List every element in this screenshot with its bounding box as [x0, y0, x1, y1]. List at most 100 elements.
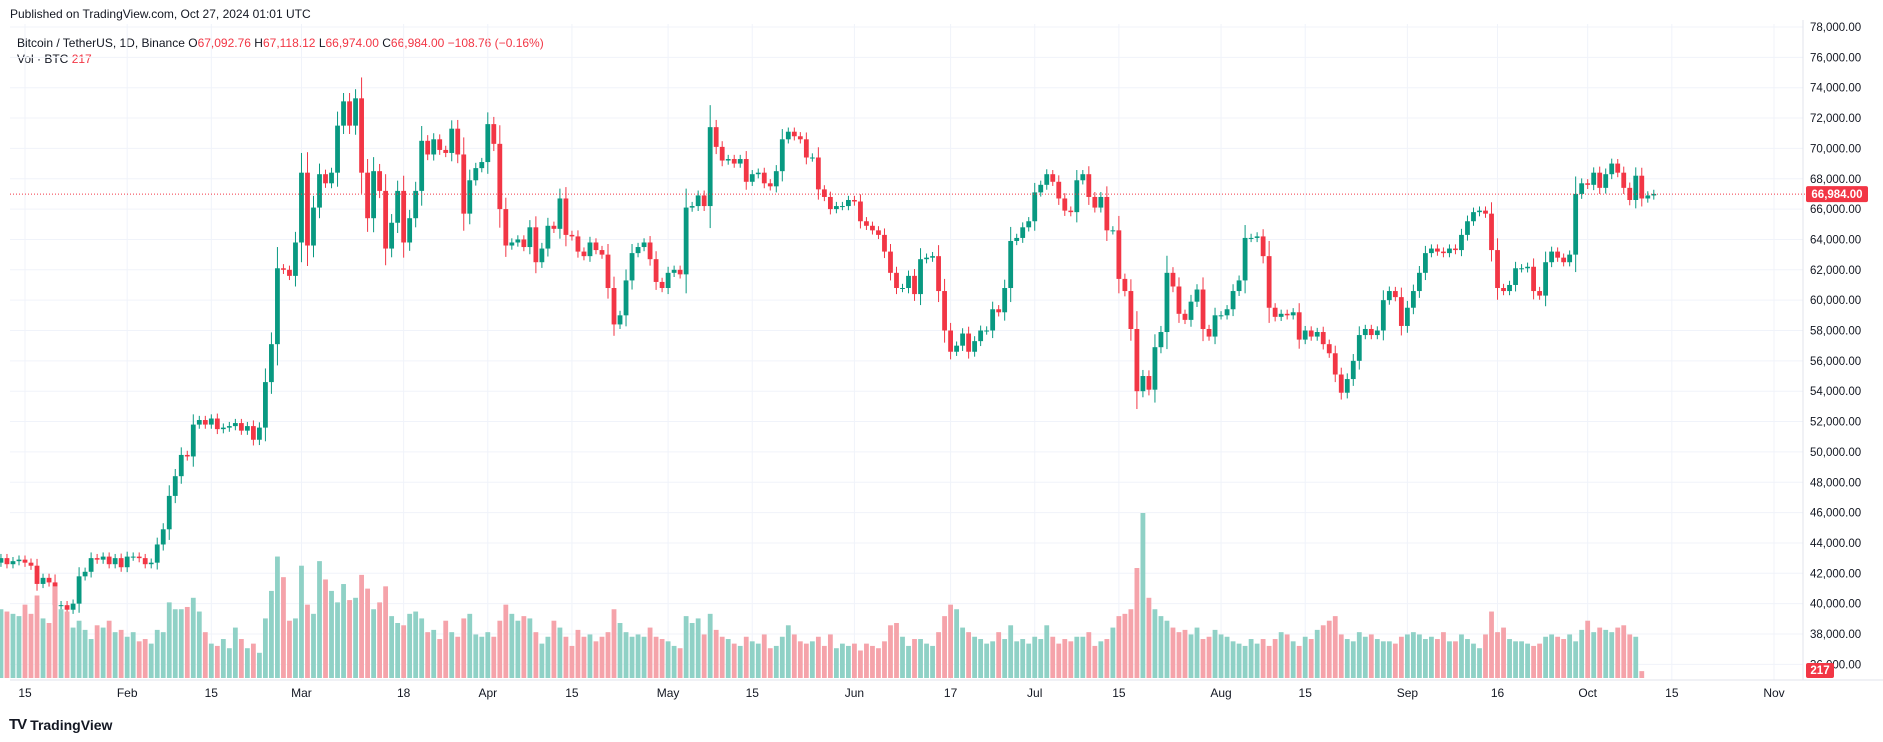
volume-bar	[82, 629, 88, 678]
candle-body	[1362, 328, 1368, 336]
candle-body	[184, 454, 190, 457]
volume-bar	[1368, 634, 1374, 678]
candle-body	[130, 556, 136, 558]
candle-body	[461, 154, 467, 214]
volume-bar	[10, 613, 16, 678]
y-tick-label: 62,000.00	[1810, 265, 1861, 277]
candle-body	[1459, 234, 1464, 251]
volume-bar	[1026, 643, 1032, 678]
volume-bar	[1429, 636, 1434, 678]
candle-body	[533, 227, 539, 263]
candle-body	[1543, 262, 1549, 296]
candle-body	[641, 242, 647, 248]
candle-body	[166, 495, 172, 530]
volume-bar	[894, 623, 899, 678]
y-tick-label: 54,000.00	[1810, 386, 1861, 398]
volume-bar	[942, 616, 947, 678]
candle-body	[623, 280, 629, 316]
volume-bar	[323, 579, 328, 678]
volume-bar	[1212, 629, 1218, 678]
candle-body	[629, 253, 635, 281]
volume-bar	[803, 643, 809, 678]
candle-body	[1272, 307, 1278, 317]
last-volume-label: 217	[1810, 665, 1829, 677]
candle-body	[864, 221, 869, 226]
volume-bar	[1194, 627, 1200, 678]
volume-bar	[683, 616, 689, 678]
candle-body	[118, 558, 124, 568]
y-tick-label: 50,000.00	[1810, 447, 1861, 459]
candle-body	[1344, 379, 1350, 393]
x-tick-label: 15	[1299, 686, 1313, 700]
volume-bar	[371, 609, 376, 678]
candle-body	[996, 309, 1002, 313]
candle-body	[491, 124, 497, 144]
candle-body	[1314, 332, 1320, 337]
volume-bar	[996, 632, 1002, 678]
volume-bar	[449, 632, 455, 678]
volume-bar	[743, 636, 749, 678]
volume-bar	[1302, 636, 1308, 678]
candle-body	[1326, 344, 1332, 354]
volume-bar	[1128, 609, 1134, 678]
volume-bar	[1639, 671, 1645, 678]
volume-bar	[1224, 636, 1230, 678]
volume-bar	[1513, 641, 1518, 678]
candle-body	[407, 218, 413, 243]
candle-body	[876, 230, 881, 235]
volume-bar	[671, 645, 677, 678]
candle-body	[214, 418, 220, 430]
y-tick-label: 56,000.00	[1810, 356, 1861, 368]
candle-body	[1176, 286, 1182, 314]
candle-body	[1585, 183, 1591, 185]
candle-body	[527, 227, 533, 248]
candle-body	[395, 190, 401, 223]
candle-body	[1074, 180, 1080, 213]
x-tick-label: Oct	[1578, 686, 1597, 700]
volume-bar	[1086, 632, 1092, 678]
candle-body	[821, 189, 827, 197]
volume-bar	[70, 627, 76, 678]
candle-body	[1152, 347, 1158, 390]
candle-body	[1242, 237, 1248, 281]
volume-bar	[1206, 636, 1212, 678]
x-tick-label: 15	[205, 686, 219, 700]
volume-bar	[1579, 629, 1585, 678]
volume-bar	[281, 577, 286, 678]
volume-bar	[1320, 625, 1326, 678]
candle-body	[112, 558, 118, 565]
candle-body	[293, 242, 298, 276]
volume-bar	[1356, 632, 1362, 678]
candle-body	[1633, 175, 1639, 200]
candle-body	[1062, 198, 1068, 211]
candle-body	[1615, 163, 1621, 173]
volume-bar	[1230, 641, 1236, 678]
volume-bar	[1158, 616, 1164, 678]
symbol-label[interactable]: Bitcoin / TetherUS, 1D, Binance	[17, 36, 185, 50]
volume-label[interactable]: Vol · BTC	[17, 52, 69, 66]
candle-body	[1386, 291, 1392, 301]
volume-bar	[797, 641, 803, 678]
volume-bar	[1374, 639, 1380, 678]
volume-bar	[725, 639, 731, 678]
y-tick-label: 44,000.00	[1810, 538, 1861, 550]
change-value: −108.76 (−0.16%)	[447, 36, 544, 50]
candle-body	[1098, 196, 1104, 208]
volume-bar	[16, 616, 22, 678]
volume-bar	[491, 636, 497, 678]
candle-body	[1128, 291, 1134, 329]
volume-bar	[4, 611, 10, 678]
candle-body	[707, 127, 713, 207]
volume-bar	[858, 650, 863, 678]
volume-bar	[587, 634, 593, 678]
candle-body	[1056, 181, 1062, 199]
volume-bar	[821, 645, 827, 678]
volume-bar	[960, 627, 966, 678]
candle-body	[1374, 330, 1380, 336]
volume-bar	[52, 586, 58, 678]
tradingview-branding[interactable]: TV TradingView	[9, 716, 113, 733]
y-tick-label: 78,000.00	[1810, 22, 1861, 34]
candle-body	[900, 288, 905, 290]
candle-body	[178, 454, 184, 477]
